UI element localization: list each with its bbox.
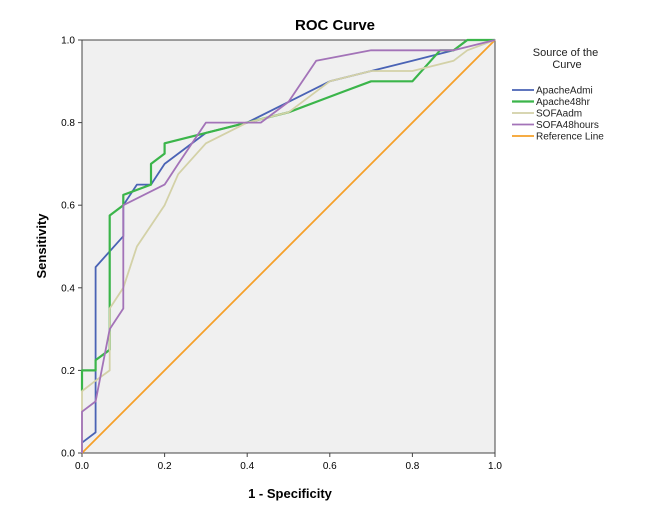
y-tick-label: 0.4 bbox=[61, 283, 75, 294]
y-axis-ticks: 0.0 0.2 0.4 0.6 0.8 1.0 bbox=[61, 36, 82, 460]
x-tick-label: 0.0 bbox=[75, 461, 89, 472]
x-tick-label: 0.6 bbox=[323, 461, 337, 472]
series-line-sofaadm bbox=[81, 39, 496, 453]
x-tick-label: 1.0 bbox=[488, 461, 502, 472]
chart-title: ROC Curve bbox=[295, 17, 375, 34]
y-tick-label: 0.8 bbox=[61, 118, 75, 129]
series-line-sofa48hours bbox=[81, 39, 496, 453]
legend-items: ApacheAdmiApache48hrSOFAadmSOFA48hoursRe… bbox=[512, 86, 604, 143]
x-axis-ticks: 0.0 0.2 0.4 0.6 0.8 1.0 bbox=[75, 453, 502, 472]
legend: Source of the Curve ApacheAdmiApache48hr… bbox=[512, 47, 604, 143]
legend-label-sofa48hours: SOFA48hours bbox=[536, 120, 599, 131]
y-tick-label: 0.6 bbox=[61, 201, 75, 212]
x-axis-title: 1 - Specificity bbox=[248, 486, 333, 501]
x-tick-label: 0.4 bbox=[240, 461, 254, 472]
series-line-reference-line bbox=[81, 39, 496, 454]
x-tick-label: 0.8 bbox=[405, 461, 419, 472]
series-line-apacheadmi bbox=[81, 39, 495, 453]
y-axis-title: Sensitivity bbox=[34, 213, 49, 279]
y-tick-label: 1.0 bbox=[61, 36, 75, 47]
legend-title: Source of the Curve bbox=[533, 47, 602, 71]
legend-label-sofaadm: SOFAadm bbox=[536, 109, 582, 120]
legend-label-reference-line: Reference Line bbox=[536, 132, 604, 143]
legend-label-apacheadmi: ApacheAdmi bbox=[536, 86, 593, 97]
y-tick-label: 0.0 bbox=[61, 449, 75, 460]
series-layer bbox=[80, 38, 496, 454]
legend-label-apache48hr: Apache48hr bbox=[536, 97, 591, 108]
x-tick-label: 0.2 bbox=[158, 461, 172, 472]
y-tick-label: 0.2 bbox=[61, 366, 75, 377]
